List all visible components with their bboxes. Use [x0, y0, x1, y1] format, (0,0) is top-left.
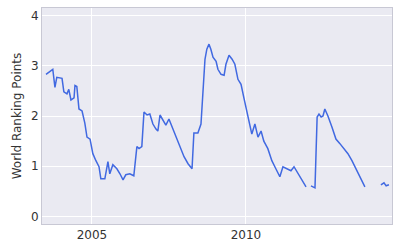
- svg-text:1: 1: [31, 159, 39, 173]
- svg-text:4: 4: [31, 9, 39, 23]
- svg-text:3: 3: [31, 59, 39, 73]
- svg-text:2010: 2010: [231, 228, 262, 242]
- svg-text:2: 2: [31, 109, 39, 123]
- svg-text:0: 0: [31, 210, 39, 224]
- svg-text:2005: 2005: [77, 228, 108, 242]
- svg-text:World Ranking Points: World Ranking Points: [10, 53, 24, 180]
